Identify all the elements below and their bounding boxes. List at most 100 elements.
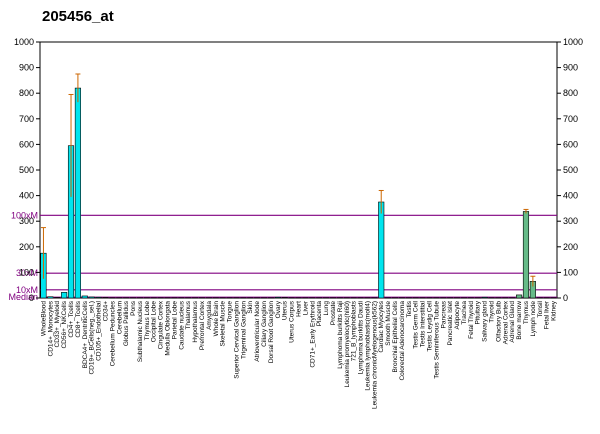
category-label: Bronchial Epithelial Cells bbox=[392, 300, 399, 372]
category-label: Bone marrow bbox=[516, 301, 523, 340]
category-label: Skeletal Muscle bbox=[220, 301, 227, 347]
category-label: Skin bbox=[247, 301, 254, 314]
category-label: Amygdala bbox=[206, 301, 213, 330]
bar bbox=[219, 297, 226, 299]
category-label: Olfactory Bulb bbox=[495, 301, 502, 342]
category-label: Colorectal Adenocarcinoma bbox=[399, 301, 406, 381]
category-label: CD8+_Tcells bbox=[75, 300, 82, 337]
bar bbox=[460, 297, 467, 299]
bar bbox=[247, 297, 254, 299]
bar bbox=[385, 297, 392, 299]
bar bbox=[502, 297, 509, 299]
bar bbox=[440, 297, 447, 299]
category-label: Uterus Corpus bbox=[289, 300, 296, 343]
category-label: BDCA4+_DentriticCells bbox=[82, 300, 89, 368]
bar bbox=[550, 297, 557, 299]
category-label: Salivary gland bbox=[482, 301, 489, 342]
bar bbox=[522, 211, 530, 299]
category-label: Subthalamic Nucleus bbox=[137, 300, 144, 362]
category-label: CD105+_Endothelial bbox=[96, 300, 103, 360]
y-tick-label-right: 600 bbox=[563, 139, 578, 149]
category-label: 721_B_lymphoblasts bbox=[351, 300, 358, 361]
category-label: Testis Germ Cell bbox=[413, 300, 420, 348]
bar bbox=[488, 297, 495, 299]
category-label: WholeBlood bbox=[40, 301, 47, 336]
bar bbox=[198, 297, 206, 299]
bar bbox=[274, 296, 281, 299]
y-axis-right: 0 100 200 300 400 500 600 700 800 900 1000 bbox=[557, 37, 583, 303]
bar bbox=[81, 295, 88, 299]
bar bbox=[364, 297, 371, 299]
category-label: Lymphoma burkitts Daudi bbox=[358, 301, 365, 374]
bar bbox=[260, 297, 268, 299]
category-label: Cerebellum bbox=[116, 301, 123, 334]
y-tick-label-right: 900 bbox=[563, 63, 578, 73]
bar bbox=[192, 297, 199, 299]
bar bbox=[412, 297, 419, 299]
bar bbox=[453, 297, 461, 299]
bar bbox=[398, 297, 405, 299]
category-label: Testis Leydig Cell bbox=[426, 300, 433, 351]
y-tick-label-left: 1000 bbox=[14, 37, 34, 47]
bar bbox=[136, 297, 144, 299]
bar bbox=[336, 297, 343, 299]
category-label: Pancreas bbox=[440, 300, 447, 328]
bar bbox=[233, 297, 240, 299]
bar bbox=[157, 297, 164, 299]
category-label: Adrenal Gland bbox=[509, 301, 516, 343]
bar bbox=[74, 87, 81, 299]
category-label: Ciliary Ganglion bbox=[261, 301, 268, 347]
bar bbox=[240, 297, 247, 299]
category-label: Lymphoma burkitts Raji bbox=[337, 301, 344, 369]
category-label: Leukemia chronicMyelogenous(k562) bbox=[371, 301, 378, 409]
category-label: Caudate nucleus bbox=[178, 300, 185, 350]
y-tick-label-left: 900 bbox=[19, 63, 34, 73]
bar bbox=[467, 297, 474, 299]
y-tick-label-right: 100 bbox=[563, 267, 578, 277]
y-tick-label-left: 100 bbox=[19, 267, 34, 277]
category-label: Adipocyte bbox=[454, 301, 461, 330]
bar bbox=[116, 297, 123, 299]
category-label: Prefrontal Cortex bbox=[199, 300, 206, 350]
category-label: CD56+_NKCells bbox=[61, 300, 68, 348]
y-tick-label-right: 400 bbox=[563, 191, 578, 201]
bar bbox=[343, 297, 350, 299]
category-label: Trigeminal Ganglion bbox=[240, 301, 247, 359]
reference-line-label: Median bbox=[8, 292, 38, 302]
bar bbox=[102, 297, 109, 299]
bar bbox=[474, 297, 481, 299]
bar bbox=[123, 297, 130, 299]
category-label: Lymph node bbox=[530, 301, 537, 337]
reference-line-label: 30xM bbox=[16, 268, 38, 278]
category-label: Ovary bbox=[275, 300, 282, 318]
category-label: Heart bbox=[296, 301, 303, 317]
category-label: Trachea bbox=[461, 301, 468, 325]
y-axis-left: 0 100 200 300 400 500 600 700 800 900 1000 bbox=[14, 37, 40, 303]
bar bbox=[226, 297, 233, 299]
bar bbox=[543, 297, 550, 299]
category-label: Kidney bbox=[551, 300, 558, 321]
bar bbox=[316, 297, 323, 299]
y-tick-label-right: 300 bbox=[563, 216, 578, 226]
chart-title: 205456_at bbox=[42, 8, 114, 25]
category-label: Cingulate Cortex bbox=[158, 300, 165, 349]
category-label: Placenta bbox=[316, 301, 323, 327]
category-label: Thymus Lobe bbox=[144, 301, 151, 341]
bar bbox=[516, 294, 523, 299]
bar bbox=[302, 297, 309, 299]
y-tick-label-right: 1000 bbox=[563, 37, 583, 47]
category-label: CD4+_Tcells bbox=[68, 300, 75, 337]
category-label: Medulla Oblongata bbox=[165, 301, 172, 356]
bar bbox=[150, 297, 157, 299]
bar bbox=[323, 297, 330, 299]
category-label: Dorsal Root Ganglion bbox=[268, 301, 275, 364]
category-label: Lung bbox=[323, 301, 330, 316]
y-tick-label-right: 800 bbox=[563, 88, 578, 98]
bar bbox=[371, 297, 378, 299]
bar bbox=[495, 297, 502, 299]
bar bbox=[536, 297, 543, 299]
bar bbox=[447, 297, 454, 299]
bar bbox=[267, 297, 274, 299]
bar bbox=[329, 297, 337, 299]
